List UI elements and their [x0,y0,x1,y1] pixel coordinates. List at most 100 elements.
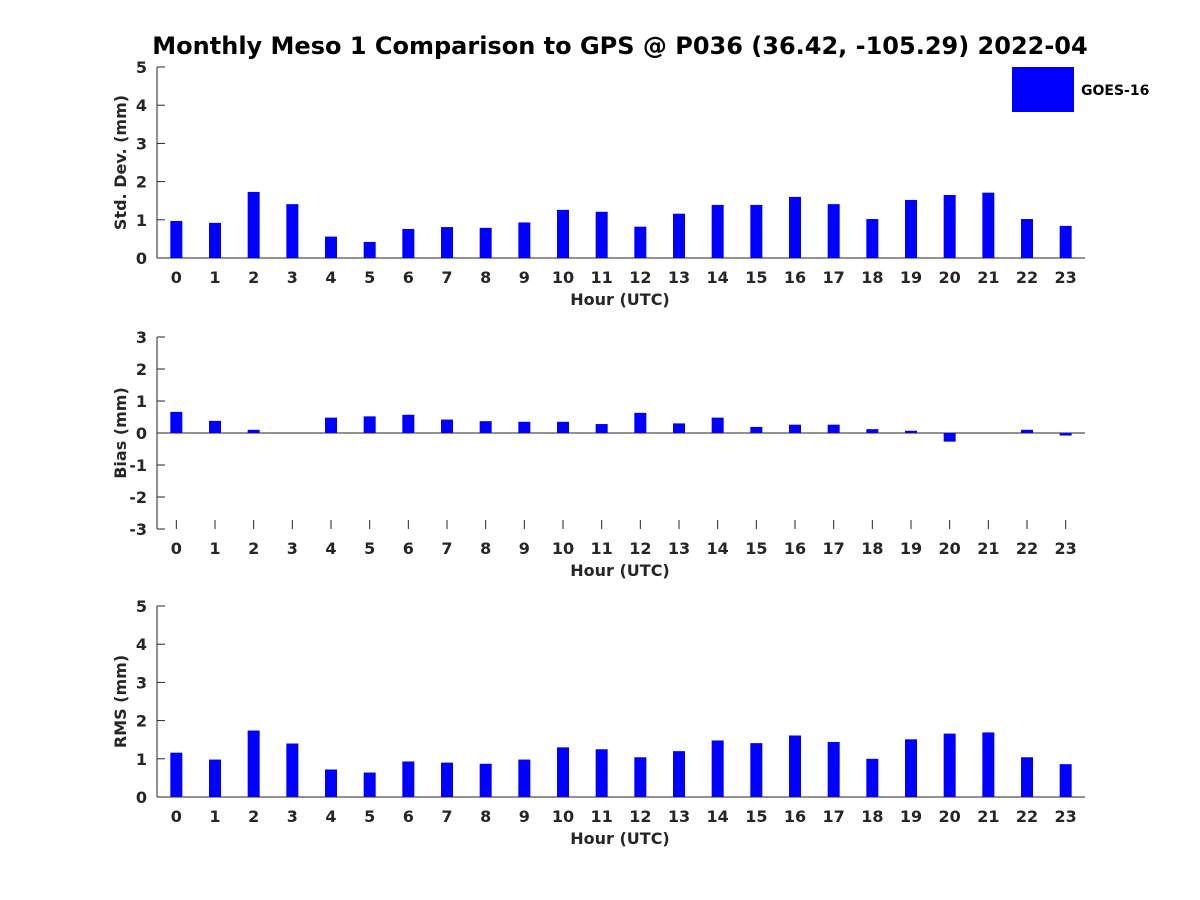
x-tick-label: 18 [861,539,883,558]
bar-hour-7 [441,762,453,797]
x-tick-label: 11 [591,807,613,826]
y-tick-label: -2 [129,488,147,507]
bar-hour-14 [711,204,724,258]
bar-hour-12 [634,412,647,433]
x-tick-label: 20 [939,807,961,826]
x-tick-label: 19 [900,539,922,558]
bar-hour-6 [402,761,415,797]
x-tick-label: 20 [939,539,961,558]
y-tick-label: 1 [136,392,147,411]
bar-hour-21 [982,192,995,258]
bar-hour-4 [325,417,337,433]
y-tick-label: -1 [129,456,147,475]
x-tick-label: 0 [171,807,182,826]
y-tick-label: 3 [136,134,147,153]
x-tick-label: 13 [668,807,690,826]
y-tick-label: 1 [136,750,147,769]
bar-hour-12 [634,757,647,797]
bar-hour-0 [170,220,183,258]
bar-hour-1 [209,420,221,433]
x-tick-label: 4 [325,268,336,287]
bar-hour-6 [402,414,415,433]
bar-hour-6 [402,228,415,258]
bar-hour-4 [325,236,337,258]
x-tick-label: 16 [784,539,806,558]
bar-hour-8 [479,421,492,433]
y-tick-label: 2 [136,173,147,192]
bar-hour-9 [518,421,531,433]
bar-hour-3 [286,743,299,797]
bar-hour-4 [325,769,337,797]
x-tick-label: 15 [745,268,767,287]
x-tick-label: 22 [1016,268,1038,287]
bar-hour-5 [363,772,376,797]
x-tick-label: 19 [900,807,922,826]
x-tick-label: 6 [403,539,414,558]
bar-hour-16 [789,424,801,433]
x-tick-label: 18 [861,268,883,287]
x-tick-label: 4 [325,807,336,826]
bar-hour-22 [1021,757,1033,797]
x-tick-label: 10 [552,807,574,826]
y-axis-label: RMS (mm) [111,655,130,748]
y-tick-label: 2 [136,360,147,379]
bar-hour-2 [247,429,260,433]
y-tick-label: 2 [136,712,147,731]
legend-label: GOES-16 [1081,83,1149,99]
x-tick-label: 17 [823,807,845,826]
x-tick-label: 11 [591,539,613,558]
x-tick-label: 14 [707,807,729,826]
x-tick-label: 23 [1055,539,1077,558]
x-tick-label: 19 [900,268,922,287]
y-tick-label: 4 [136,635,147,654]
bar-hour-11 [595,424,608,433]
y-tick-label: 1 [136,211,147,230]
x-tick-label: 10 [552,268,574,287]
bar-hour-5 [363,241,376,258]
x-tick-label: 14 [707,539,729,558]
x-tick-label: 9 [519,539,530,558]
bar-hour-19 [905,739,917,797]
bar-hour-17 [827,204,840,258]
bar-hour-5 [363,416,376,433]
x-tick-label: 13 [668,268,690,287]
y-tick-label: 0 [136,788,147,807]
chart-title: Monthly Meso 1 Comparison to GPS @ P036 … [152,32,1087,60]
y-tick-label: 0 [136,249,147,268]
bar-hour-2 [247,191,260,258]
x-tick-label: 21 [977,268,999,287]
bar-hour-7 [441,227,453,258]
bar-hour-15 [750,743,763,797]
bar-hour-23 [1059,764,1072,797]
bar-hour-23 [1059,225,1072,258]
x-tick-label: 5 [364,807,375,826]
y-tick-label: -3 [129,520,147,539]
x-axis-label: Hour (UTC) [570,829,670,848]
x-tick-label: 5 [364,539,375,558]
bar-hour-15 [750,426,763,433]
x-tick-label: 8 [480,268,491,287]
x-tick-label: 0 [171,268,182,287]
bar-hour-16 [789,196,801,258]
x-tick-label: 9 [519,268,530,287]
bar-hour-1 [209,759,221,797]
x-tick-label: 23 [1055,807,1077,826]
bar-hour-14 [711,740,724,797]
bar-hour-7 [441,419,453,433]
bar-hour-0 [170,411,183,433]
bar-hour-8 [479,227,492,258]
bar-hour-22 [1021,219,1033,258]
bar-hour-13 [673,213,685,258]
x-tick-label: 9 [519,807,530,826]
x-tick-label: 22 [1016,807,1038,826]
bar-hour-17 [827,741,840,797]
x-tick-label: 13 [668,539,690,558]
y-tick-label: 3 [136,328,147,347]
bar-hour-10 [557,421,569,433]
x-tick-label: 22 [1016,539,1038,558]
x-axis-label: Hour (UTC) [570,561,670,580]
